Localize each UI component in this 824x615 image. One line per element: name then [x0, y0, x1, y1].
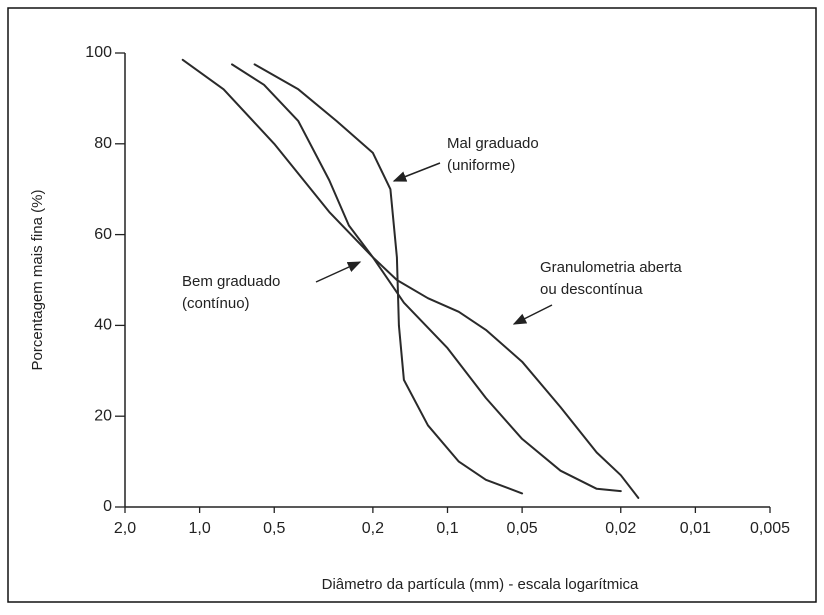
x-tick-label: 0,005 — [750, 520, 790, 537]
x-tick-label: 0,1 — [436, 520, 458, 537]
curve — [181, 58, 622, 493]
annotation: (uniforme) — [447, 157, 515, 174]
x-tick-label: 1,0 — [188, 520, 210, 537]
curve — [253, 63, 524, 495]
annotation: (contínuo) — [182, 295, 250, 312]
x-tick-label: 0,01 — [680, 520, 711, 537]
x-tick-label: 0,05 — [507, 520, 538, 537]
y-tick-label: 60 — [94, 226, 112, 243]
y-tick-label: 0 — [103, 498, 112, 515]
annotation: Granulometria aberta — [540, 259, 682, 276]
arrow — [512, 304, 553, 325]
y-tick-label: 20 — [94, 407, 112, 424]
y-tick-label: 40 — [94, 317, 112, 334]
frame — [7, 7, 817, 603]
annotation: Mal graduado — [447, 135, 539, 152]
x-tick-label: 0,2 — [362, 520, 384, 537]
x-tick-label: 2,0 — [114, 520, 136, 537]
arrow — [392, 162, 441, 182]
x-axis-label: Diâmetro da partícula (mm) - escala loga… — [322, 576, 639, 593]
x-tick-label: 0,5 — [263, 520, 285, 537]
annotation: ou descontínua — [540, 281, 643, 298]
x-tick-label: 0,02 — [605, 520, 636, 537]
y-tick-label: 100 — [85, 44, 112, 61]
curve — [231, 63, 640, 499]
annotation: Bem graduado — [182, 273, 280, 290]
y-axis-label: Porcentagem mais fina (%) — [29, 190, 46, 371]
y-tick-label: 80 — [94, 135, 112, 152]
arrow — [315, 261, 362, 283]
